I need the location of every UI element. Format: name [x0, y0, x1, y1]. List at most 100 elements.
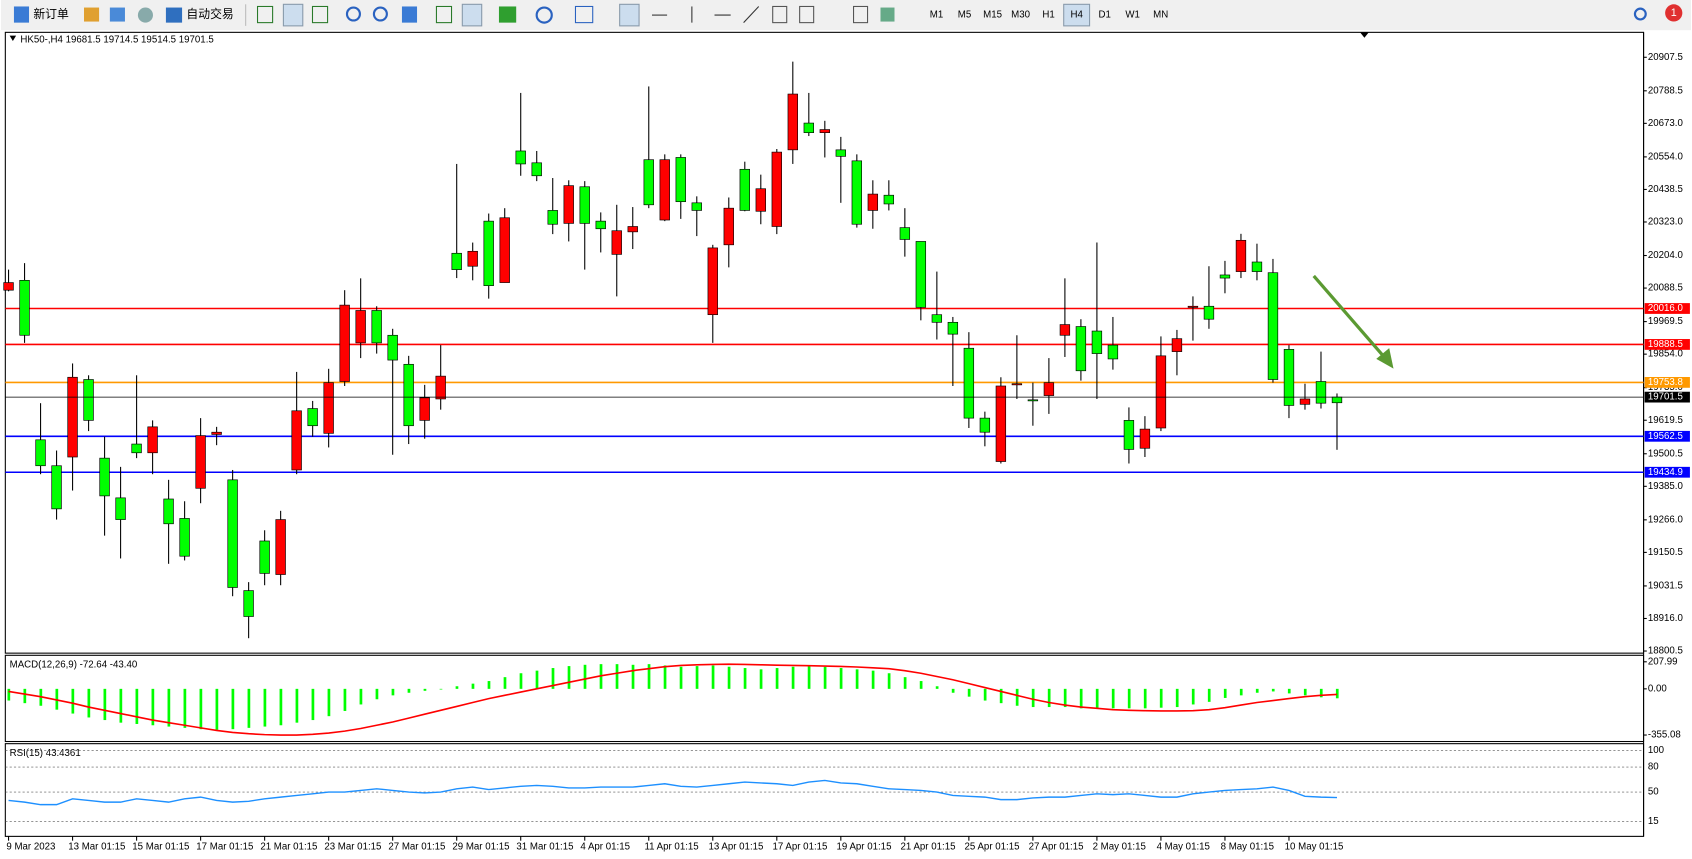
new-order-button[interactable]: 新订单 [33, 7, 69, 21]
candle-body [883, 194, 895, 205]
timeframe-button[interactable]: M1 [930, 10, 943, 21]
x-tick-label: 4 May 01:15 [1157, 842, 1210, 853]
y-tick-label: 19969.5 [1648, 316, 1683, 327]
indicators-icon[interactable] [498, 6, 517, 23]
x-tick-label: 13 Apr 01:15 [708, 842, 763, 853]
candle-body [419, 397, 430, 421]
fibo-tool[interactable] [799, 5, 815, 24]
timeframe-button[interactable]: H4 [1070, 10, 1083, 21]
macd-bar [167, 688, 171, 727]
templates-icon[interactable] [574, 5, 594, 24]
x-tick-label: 4 Apr 01:15 [580, 842, 630, 853]
periods-icon[interactable] [535, 6, 553, 24]
macd-bar [1015, 688, 1019, 706]
candle-body [435, 375, 446, 400]
x-tick-label: 21 Apr 01:15 [901, 842, 956, 853]
candle-body [483, 220, 494, 286]
tool-icon[interactable] [435, 5, 453, 24]
macd-bar [999, 688, 1003, 704]
zoom-out[interactable] [372, 6, 388, 22]
macd-bar [919, 681, 923, 689]
timeframe-button[interactable]: D1 [1098, 10, 1110, 21]
macd-bar [983, 688, 987, 701]
tool-icon[interactable] [311, 5, 329, 24]
timeframe-button[interactable]: M30 [1011, 10, 1030, 21]
timeframe-button[interactable]: M15 [983, 10, 1002, 21]
macd-bar [855, 669, 859, 689]
macd-bar [151, 688, 155, 726]
label-tool[interactable] [853, 5, 869, 24]
x-tick-label: 27 Apr 01:15 [1029, 842, 1084, 853]
trendline-tool[interactable] [743, 6, 760, 24]
x-tick-label: 10 May 01:15 [1285, 842, 1344, 853]
macd-bar [679, 666, 683, 689]
timeframe-button[interactable]: M5 [958, 10, 971, 21]
level-label-bg [1644, 339, 1690, 350]
y-tick-label: 20088.5 [1648, 283, 1683, 294]
macd-bar [1111, 688, 1115, 709]
candle-body [1251, 261, 1263, 272]
level-label: 19753.8 [1648, 377, 1683, 388]
timeframe-button[interactable]: W1 [1125, 10, 1140, 21]
candle-body [723, 207, 734, 246]
macd-bar [567, 666, 571, 689]
channel-tool[interactable] [772, 5, 788, 24]
macd-bar [1031, 688, 1035, 708]
candle-body [307, 408, 318, 427]
candle-body [387, 334, 398, 361]
macd-bar [1047, 688, 1051, 708]
candle-body [755, 188, 766, 212]
candle-body [339, 304, 350, 382]
macd-bar [1207, 688, 1211, 702]
candle-body [867, 193, 879, 211]
candle-body [19, 279, 30, 336]
candle-body [467, 250, 478, 267]
cursor-tool[interactable] [619, 3, 640, 27]
macd-bar [711, 665, 715, 689]
zoom-in[interactable] [345, 6, 361, 22]
candle-body [1219, 274, 1231, 279]
timeframe-button[interactable]: H1 [1042, 10, 1054, 21]
timeframe-active [1063, 3, 1091, 27]
y-tick-label: 20204.0 [1648, 250, 1684, 261]
macd-bar [471, 683, 475, 689]
tool-icon[interactable] [401, 6, 418, 23]
candle-body [35, 439, 46, 467]
notification-badge[interactable] [1665, 4, 1683, 22]
tool-icon-active[interactable] [461, 3, 483, 27]
candle-body [195, 435, 206, 489]
tool-icon[interactable] [137, 7, 153, 23]
plot: 20907.5 20788.5 20673.0 20554.0 20438.5 20323… [3, 52, 1690, 853]
tool-icon[interactable] [109, 7, 125, 22]
macd-bar [103, 688, 107, 721]
macd-bar [71, 688, 75, 714]
new-order-icon[interactable] [13, 6, 30, 23]
shift-marker [1360, 32, 1369, 38]
candle-body [675, 157, 686, 203]
timeframe-button[interactable]: MN [1153, 10, 1168, 21]
candle-body [899, 227, 911, 240]
level-label: 19888.5 [1648, 339, 1683, 350]
tool-icon[interactable] [84, 7, 100, 22]
macd-bar [1191, 688, 1195, 705]
macd-bar [23, 688, 27, 704]
y-tick-label: 20554.0 [1648, 151, 1684, 162]
current-price-bg [1644, 391, 1690, 403]
auto-trading-button[interactable]: 自动交易 [186, 7, 233, 21]
arrows-tool[interactable] [880, 7, 895, 22]
tool-icon[interactable] [256, 5, 274, 24]
candle-body [643, 159, 654, 206]
candle-body [547, 210, 558, 225]
x-tick-label: 8 May 01:15 [1221, 842, 1274, 853]
x-tick-label: 31 Mar 01:15 [516, 842, 573, 853]
candle-body [51, 465, 62, 510]
macd-bar [935, 686, 939, 689]
auto-trading-icon[interactable] [165, 7, 183, 23]
macd-bar [455, 686, 459, 689]
candle-body [563, 185, 574, 224]
tool-icon-active[interactable] [282, 3, 304, 27]
search[interactable] [1633, 7, 1647, 21]
macd-bar [1127, 688, 1131, 709]
macd-bar [871, 670, 875, 689]
